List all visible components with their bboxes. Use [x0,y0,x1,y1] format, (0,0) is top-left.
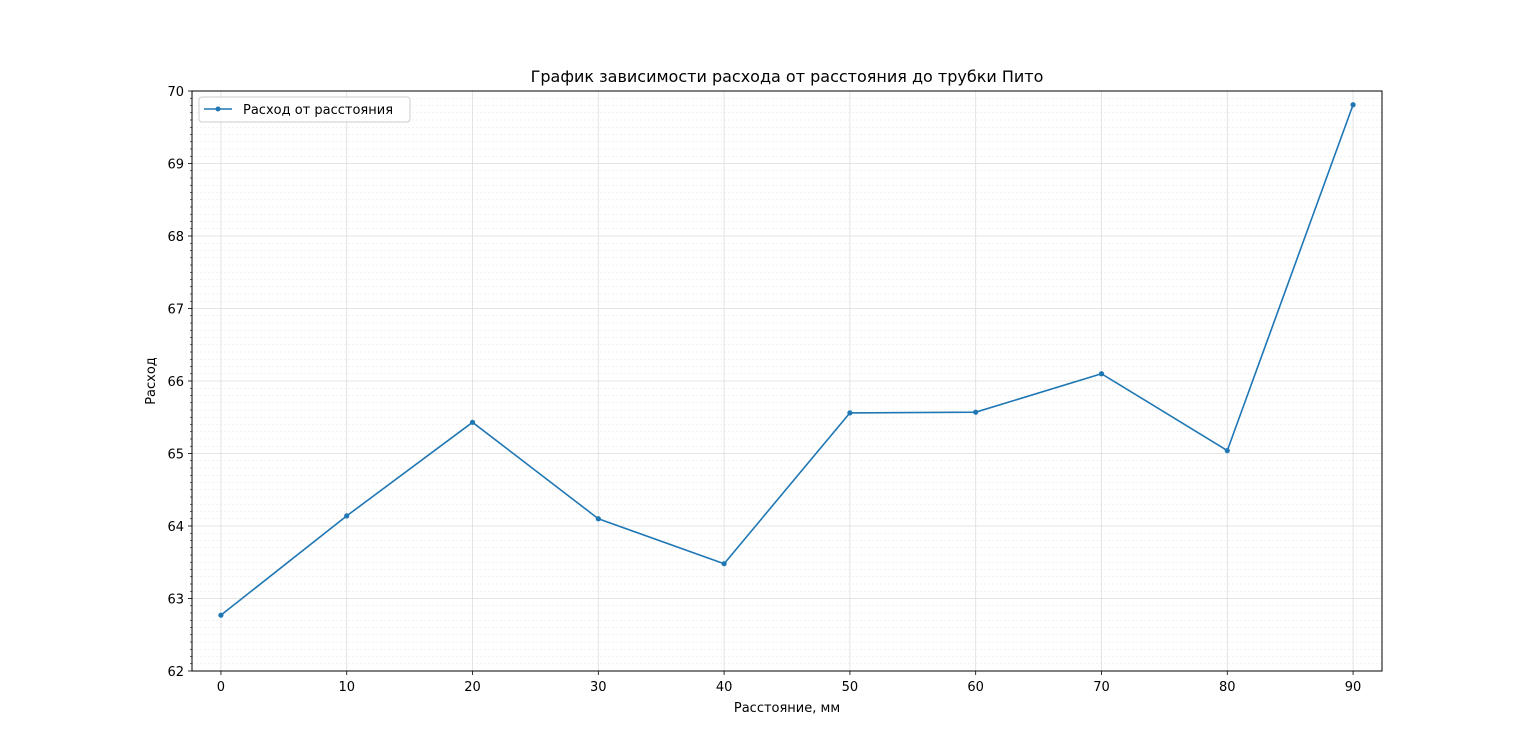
x-tick-label: 40 [716,680,733,695]
data-point [721,561,727,567]
y-tick-label: 70 [167,85,184,100]
y-tick-label: 62 [167,665,184,680]
data-point [344,513,350,519]
data-point [1098,371,1105,377]
x-tick-label: 20 [464,680,481,695]
series-line [220,104,1354,616]
y-tick-label: 68 [167,230,184,245]
y-axis-ticks: 62 63 64 65 66 67 68 69 70 [167,85,192,680]
data-point [847,410,853,416]
y-tick-label: 69 [167,158,184,173]
x-tick-label: 70 [1093,680,1110,695]
x-tick-label: 50 [842,680,859,695]
x-tick-label: 30 [590,680,607,695]
y-tick-label: 64 [167,520,184,535]
data-point [973,409,979,415]
y-tick-label: 63 [167,593,184,608]
data-point [1350,102,1356,108]
x-tick-label: 0 [217,680,225,695]
legend-label: Расход от расстояния [243,103,393,118]
y-axis-label: Расход [144,357,159,405]
x-tick-label: 60 [967,680,984,695]
series-layer [218,102,1356,618]
data-point [469,419,476,425]
x-tick-label: 90 [1345,680,1362,695]
data-point [595,516,601,522]
x-tick-label: 10 [338,680,355,695]
data-point [218,612,224,618]
y-tick-label: 66 [167,375,184,390]
y-tick-label: 67 [167,303,184,318]
legend-box [198,96,411,123]
x-axis-ticks: 0 10 20 30 40 50 60 70 80 90 [217,671,1362,695]
legend-marker [215,106,221,112]
chart-title: График зависимости расхода от расстояния… [531,67,1044,86]
x-tick-label: 80 [1219,680,1236,695]
legend: Расход от расстояния [198,96,411,123]
y-tick-label: 65 [167,448,184,463]
data-point [1224,448,1230,454]
x-axis-label: Расстояние, мм [734,701,840,716]
